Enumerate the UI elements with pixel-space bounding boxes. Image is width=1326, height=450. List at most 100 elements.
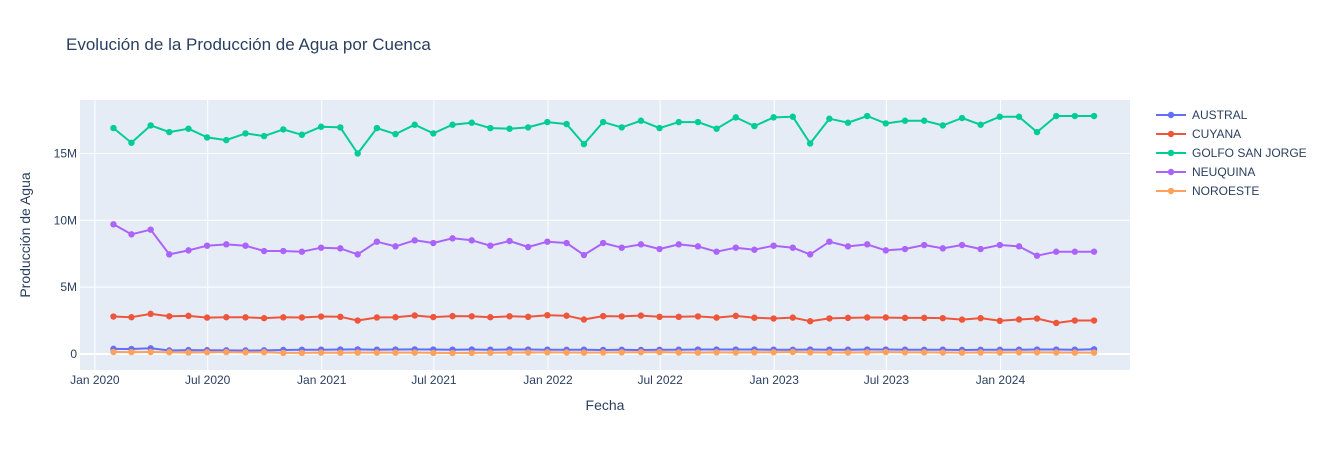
data-point-cuyana[interactable] [468, 313, 475, 320]
data-point-cuyana[interactable] [1071, 317, 1079, 324]
data-point-neuquina[interactable] [770, 242, 777, 249]
data-point-golfo-san-jorge[interactable] [449, 121, 456, 128]
data-point-golfo-san-jorge[interactable] [128, 139, 135, 146]
data-point-noroeste[interactable] [373, 349, 381, 356]
data-point-golfo-san-jorge[interactable] [789, 113, 797, 120]
data-point-neuquina[interactable] [354, 251, 361, 258]
data-point-golfo-san-jorge[interactable] [280, 126, 287, 133]
data-point-neuquina[interactable] [806, 251, 814, 258]
data-point-cuyana[interactable] [789, 314, 797, 321]
data-point-neuquina[interactable] [487, 242, 494, 249]
data-point-cuyana[interactable] [901, 314, 909, 322]
data-point-neuquina[interactable] [921, 241, 928, 249]
data-point-cuyana[interactable] [939, 314, 947, 322]
data-point-neuquina[interactable] [732, 244, 739, 251]
data-point-golfo-san-jorge[interactable] [826, 115, 833, 122]
data-point-golfo-san-jorge[interactable] [298, 131, 306, 138]
data-point-golfo-san-jorge[interactable] [806, 140, 814, 147]
data-point-neuquina[interactable] [185, 247, 192, 254]
data-point-noroeste[interactable] [732, 349, 739, 356]
data-point-noroeste[interactable] [487, 349, 494, 356]
data-point-cuyana[interactable] [280, 314, 287, 321]
legend-item-neuquina[interactable]: NEUQUINA [1156, 165, 1255, 179]
data-point-noroeste[interactable] [789, 348, 797, 356]
data-point-neuquina[interactable] [563, 239, 570, 247]
data-point-noroeste[interactable] [242, 349, 249, 356]
data-point-noroeste[interactable] [1071, 349, 1079, 356]
data-point-golfo-san-jorge[interactable] [882, 120, 889, 127]
data-point-neuquina[interactable] [128, 231, 135, 238]
data-point-cuyana[interactable] [524, 313, 532, 321]
legend[interactable]: AUSTRAL CUYANA GOLFO SAN JORGE NEUQUINA NORO… [1156, 108, 1307, 198]
data-point-neuquina[interactable] [373, 238, 381, 245]
data-point-neuquina[interactable] [656, 245, 663, 253]
data-point-golfo-san-jorge[interactable] [110, 124, 117, 132]
data-point-golfo-san-jorge[interactable] [563, 120, 570, 128]
data-point-noroeste[interactable] [544, 349, 551, 356]
data-point-cuyana[interactable] [223, 314, 230, 321]
data-point-cuyana[interactable] [977, 314, 984, 322]
legend-item-cuyana[interactable]: CUYANA [1156, 127, 1241, 141]
data-point-neuquina[interactable] [430, 239, 437, 247]
data-point-neuquina[interactable] [110, 221, 117, 228]
data-point-noroeste[interactable] [1090, 349, 1098, 356]
data-point-noroeste[interactable] [298, 349, 306, 357]
data-point-neuquina[interactable] [1053, 248, 1060, 255]
data-point-noroeste[interactable] [996, 349, 1004, 356]
data-point-cuyana[interactable] [656, 313, 663, 321]
data-point-cuyana[interactable] [637, 312, 645, 319]
data-point-cuyana[interactable] [298, 314, 306, 321]
data-point-neuquina[interactable] [694, 243, 702, 250]
data-point-golfo-san-jorge[interactable] [844, 119, 852, 126]
data-point-neuquina[interactable] [468, 237, 475, 244]
data-point-noroeste[interactable] [806, 349, 814, 356]
data-point-noroeste[interactable] [713, 349, 720, 356]
data-point-neuquina[interactable] [901, 245, 909, 253]
data-point-neuquina[interactable] [223, 241, 230, 248]
data-point-golfo-san-jorge[interactable] [713, 125, 720, 132]
data-point-golfo-san-jorge[interactable] [901, 117, 909, 124]
data-point-cuyana[interactable] [713, 314, 720, 321]
data-point-neuquina[interactable] [166, 251, 173, 258]
data-point-neuquina[interactable] [789, 244, 797, 251]
data-point-neuquina[interactable] [544, 238, 551, 245]
data-point-noroeste[interactable] [770, 349, 777, 356]
data-point-neuquina[interactable] [260, 247, 268, 255]
data-point-golfo-san-jorge[interactable] [468, 119, 475, 126]
data-point-cuyana[interactable] [1033, 315, 1041, 322]
data-point-noroeste[interactable] [901, 349, 909, 356]
data-point-neuquina[interactable] [844, 243, 852, 250]
data-point-neuquina[interactable] [996, 241, 1004, 249]
data-point-golfo-san-jorge[interactable] [430, 130, 437, 137]
data-point-noroeste[interactable] [618, 349, 625, 356]
data-point-noroeste[interactable] [354, 349, 361, 356]
data-point-golfo-san-jorge[interactable] [1071, 112, 1079, 120]
data-point-neuquina[interactable] [863, 241, 871, 248]
data-point-neuquina[interactable] [506, 237, 513, 245]
data-point-neuquina[interactable] [580, 251, 588, 259]
data-point-neuquina[interactable] [882, 247, 889, 254]
data-point-golfo-san-jorge[interactable] [580, 140, 588, 148]
data-point-cuyana[interactable] [599, 312, 607, 320]
data-point-noroeste[interactable] [563, 349, 570, 356]
data-point-cuyana[interactable] [996, 317, 1004, 325]
data-point-neuquina[interactable] [977, 245, 984, 253]
data-point-cuyana[interactable] [921, 314, 928, 322]
data-point-neuquina[interactable] [713, 248, 720, 255]
data-point-noroeste[interactable] [599, 349, 607, 356]
data-point-cuyana[interactable] [430, 313, 437, 321]
data-point-golfo-san-jorge[interactable] [354, 150, 361, 157]
data-point-neuquina[interactable] [317, 244, 325, 251]
data-point-noroeste[interactable] [506, 349, 513, 356]
data-point-cuyana[interactable] [844, 314, 852, 322]
data-point-golfo-san-jorge[interactable] [637, 117, 645, 124]
data-point-cuyana[interactable] [166, 313, 173, 320]
data-point-neuquina[interactable] [826, 238, 833, 245]
data-point-noroeste[interactable] [260, 349, 268, 356]
data-point-cuyana[interactable] [147, 310, 154, 318]
data-point-cuyana[interactable] [128, 314, 135, 321]
data-point-noroeste[interactable] [977, 349, 984, 356]
data-point-golfo-san-jorge[interactable] [223, 136, 230, 144]
data-point-neuquina[interactable] [1071, 248, 1079, 255]
legend-item-golfo-san-jorge[interactable]: GOLFO SAN JORGE [1156, 146, 1307, 160]
